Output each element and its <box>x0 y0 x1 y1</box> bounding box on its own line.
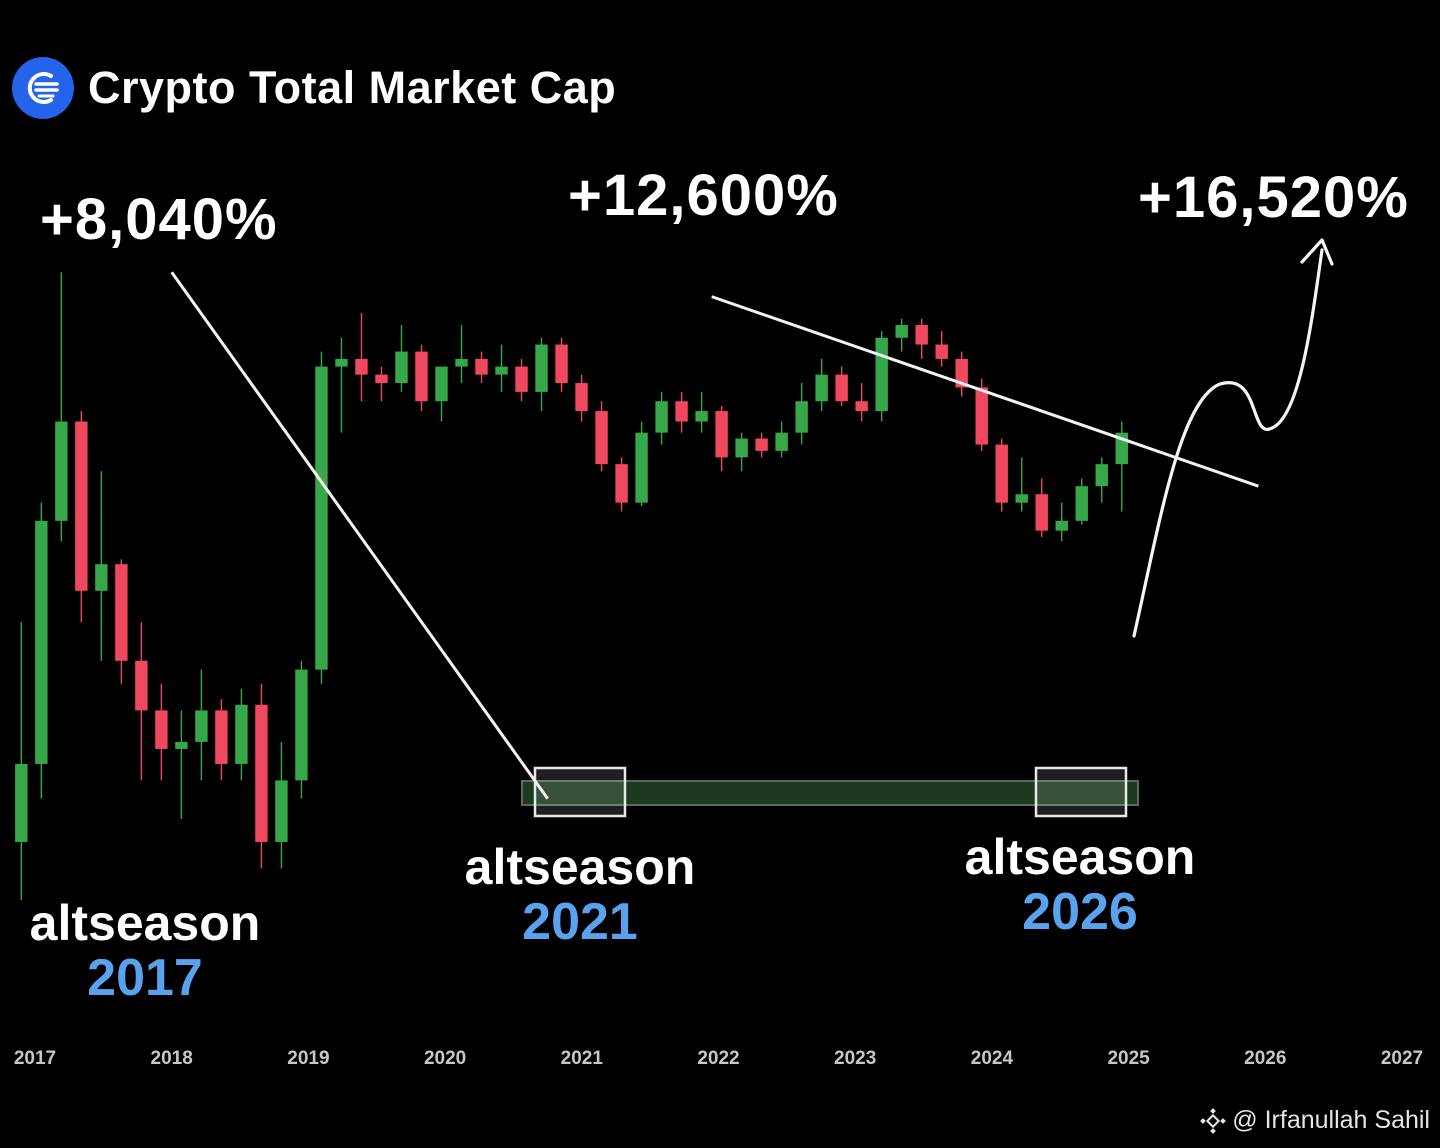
candle-body <box>555 344 568 384</box>
projection-arrowhead-icon <box>1300 238 1334 266</box>
candle-body <box>115 564 128 661</box>
candle-body <box>875 337 888 412</box>
x-tick-label: 2026 <box>1244 1048 1287 1069</box>
x-tick-label: 2019 <box>287 1048 330 1069</box>
x-tick-label: 2020 <box>423 1048 467 1069</box>
candle-body <box>35 520 48 764</box>
binance-diamond-icon <box>1200 1107 1227 1134</box>
candle-body <box>415 351 428 402</box>
candle-body <box>1075 486 1088 521</box>
candle-body <box>495 366 508 375</box>
candle-body <box>75 421 88 591</box>
altseason-word: altseason <box>464 839 696 895</box>
x-tick-label: 2024 <box>970 1048 1014 1069</box>
candle-body <box>95 564 108 591</box>
x-tick-label: 2027 <box>1380 1048 1424 1069</box>
candle-body <box>815 374 828 402</box>
candle-body <box>335 358 348 367</box>
gain-label-2021: +12,600% <box>568 163 839 228</box>
altseason-year: 2017 <box>87 949 203 1007</box>
candle-body <box>695 411 708 422</box>
candle-body <box>175 741 188 749</box>
candle-body <box>715 411 728 458</box>
candle-body <box>635 432 648 503</box>
candle-body <box>215 710 228 764</box>
watermark-text: @ Irfanullah Sahil <box>1232 1106 1430 1134</box>
candle-body <box>675 401 688 422</box>
candle-body <box>15 763 28 842</box>
candle-body <box>535 344 548 392</box>
altseason-box-2021 <box>533 766 627 818</box>
altseason-2021-label: altseason 2021 <box>445 842 715 948</box>
candle-body <box>135 660 148 711</box>
candle-body <box>575 383 588 412</box>
candle-body <box>915 324 928 345</box>
candle-body <box>795 401 808 433</box>
chart-header: Crypto Total Market Cap <box>12 56 616 120</box>
candle-body <box>375 374 388 384</box>
candle-body <box>835 374 848 402</box>
trendline-1 <box>170 271 549 800</box>
x-tick-label: 2018 <box>150 1048 193 1069</box>
altseason-word: altseason <box>29 895 261 951</box>
candle-body <box>775 432 788 451</box>
candle-body <box>755 438 768 451</box>
candle-body <box>455 358 468 367</box>
candle-body <box>55 421 68 521</box>
gain-label-2017: +8,040% <box>40 187 278 252</box>
candle-body <box>1035 494 1048 531</box>
candle-body <box>255 704 268 842</box>
candle-body <box>955 358 968 388</box>
candle-body <box>515 366 528 392</box>
candle-body <box>315 366 328 670</box>
candle-body <box>295 669 308 781</box>
altseason-box-2026 <box>1034 766 1128 818</box>
altseason-year: 2026 <box>1022 883 1138 941</box>
candle-body <box>935 344 948 359</box>
candle-body <box>655 401 668 433</box>
candle-body <box>155 710 168 749</box>
altseason-year: 2021 <box>522 893 638 951</box>
candle-body <box>435 366 448 402</box>
candle-body <box>855 401 868 412</box>
altseason-2017-label: altseason 2017 <box>10 898 280 1004</box>
altseason-2026-label: altseason 2026 <box>945 832 1215 938</box>
candle-body <box>595 411 608 465</box>
candle-body <box>395 351 408 384</box>
altseason-zone-layer <box>521 766 1139 818</box>
candle-body <box>235 704 248 764</box>
candle-body <box>1055 520 1068 531</box>
projection-arrow-path <box>1132 248 1324 638</box>
x-tick-label: 2023 <box>834 1048 877 1069</box>
candle-body <box>275 780 288 842</box>
x-tick-label: 2022 <box>697 1048 740 1069</box>
x-tick-label: 2025 <box>1107 1048 1150 1069</box>
candle-body <box>475 358 488 375</box>
candle-body <box>615 464 628 503</box>
altseason-word: altseason <box>964 829 1196 885</box>
chart-title: Crypto Total Market Cap <box>88 62 617 113</box>
candle-body <box>1015 494 1028 503</box>
watermark: @ Irfanullah Sahil <box>1200 1106 1430 1135</box>
candles-layer <box>15 272 1128 900</box>
candle-body <box>355 358 368 375</box>
trendline-2 <box>711 295 1259 488</box>
trendlines-layer <box>170 238 1334 800</box>
candle-body <box>975 387 988 445</box>
signal-logo-icon <box>12 57 74 119</box>
x-tick-label: 2017 <box>13 1048 57 1069</box>
candle-body <box>1095 464 1108 487</box>
candle-body <box>895 324 908 338</box>
candle-body <box>995 444 1008 503</box>
candle-body <box>195 710 208 742</box>
x-tick-label: 2021 <box>560 1048 603 1069</box>
candle-body <box>735 438 748 458</box>
gain-label-2026: +16,520% <box>1138 165 1409 230</box>
